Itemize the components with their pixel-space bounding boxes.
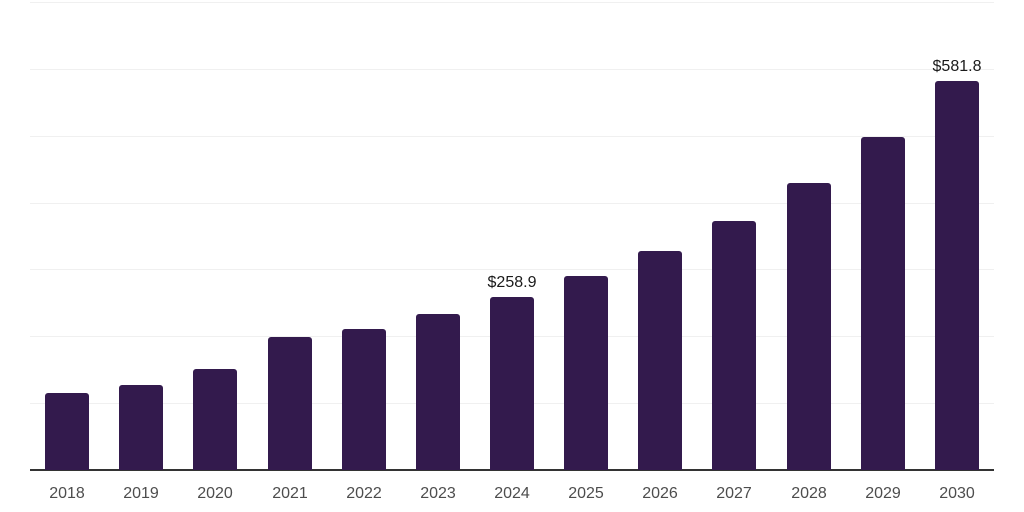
gridline-500 — [30, 136, 994, 137]
bar-2030[interactable] — [935, 81, 979, 470]
bar-2019[interactable] — [119, 385, 163, 470]
x-tick-2022: 2022 — [346, 485, 382, 502]
x-axis-line — [30, 469, 994, 471]
x-tick-2020: 2020 — [197, 485, 233, 502]
value-label-2030: $581.8 — [932, 58, 982, 75]
bar-2027[interactable] — [712, 221, 756, 470]
bar-2028[interactable] — [787, 183, 831, 470]
x-tick-2027: 2027 — [716, 485, 752, 502]
bar-2024[interactable] — [490, 297, 534, 470]
bar-2023[interactable] — [416, 314, 460, 470]
x-tick-2024: 2024 — [494, 485, 530, 502]
x-tick-2028: 2028 — [791, 485, 827, 502]
gridline-300 — [30, 269, 994, 270]
bar-2021[interactable] — [268, 337, 312, 470]
x-tick-2029: 2029 — [865, 485, 901, 502]
bar-2026[interactable] — [638, 251, 682, 470]
bar-2018[interactable] — [45, 393, 89, 470]
x-tick-2018: 2018 — [49, 485, 85, 502]
x-tick-2023: 2023 — [420, 485, 456, 502]
gridline-400 — [30, 203, 994, 204]
x-tick-2019: 2019 — [123, 485, 159, 502]
bar-2029[interactable] — [861, 137, 905, 470]
gridline-600 — [30, 69, 994, 70]
value-label-2024: $258.9 — [487, 274, 537, 291]
gridline-700 — [30, 2, 994, 3]
x-tick-2021: 2021 — [272, 485, 308, 502]
x-tick-2025: 2025 — [568, 485, 604, 502]
bar-2020[interactable] — [193, 369, 237, 470]
bar-2025[interactable] — [564, 276, 608, 470]
x-tick-2030: 2030 — [939, 485, 975, 502]
x-tick-2026: 2026 — [642, 485, 678, 502]
bar-2022[interactable] — [342, 329, 386, 470]
